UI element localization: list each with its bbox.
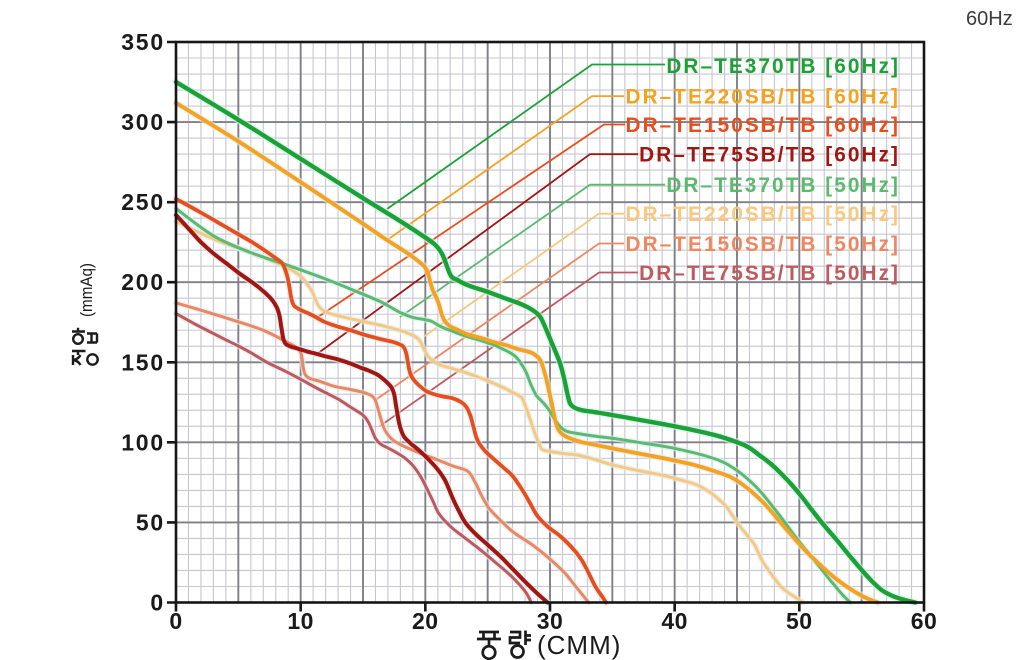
svg-text:60: 60 xyxy=(911,608,938,634)
svg-text:DR–TE220SB/TB [60Hz]: DR–TE220SB/TB [60Hz] xyxy=(626,86,900,109)
svg-text:250: 250 xyxy=(121,189,165,215)
svg-text:(CMM): (CMM) xyxy=(537,630,621,660)
svg-text:(mmAq): (mmAq) xyxy=(77,263,96,317)
svg-text:0: 0 xyxy=(169,608,182,634)
svg-text:300: 300 xyxy=(121,109,165,135)
svg-text:DR–TE370TB [50Hz]: DR–TE370TB [50Hz] xyxy=(666,174,900,197)
svg-text:DR–TE75SB/TB [60Hz]: DR–TE75SB/TB [60Hz] xyxy=(639,144,900,167)
svg-text:DR–TE150SB/TB [60Hz]: DR–TE150SB/TB [60Hz] xyxy=(626,114,900,137)
svg-text:200: 200 xyxy=(121,269,165,295)
svg-text:100: 100 xyxy=(121,429,165,455)
svg-text:DR–TE75SB/TB [50Hz]: DR–TE75SB/TB [50Hz] xyxy=(639,262,900,285)
svg-text:60Hz: 60Hz xyxy=(966,8,1013,30)
svg-text:DR–TE220SB/TB [50Hz]: DR–TE220SB/TB [50Hz] xyxy=(626,203,900,226)
svg-text:30: 30 xyxy=(537,608,564,634)
svg-text:20: 20 xyxy=(412,608,439,634)
svg-text:DR–TE150SB/TB [50Hz]: DR–TE150SB/TB [50Hz] xyxy=(626,233,900,256)
svg-text:0: 0 xyxy=(150,590,165,616)
svg-text:DR–TE370TB [60Hz]: DR–TE370TB [60Hz] xyxy=(666,55,900,78)
svg-text:40: 40 xyxy=(661,608,688,634)
svg-text:150: 150 xyxy=(121,349,165,375)
svg-text:10: 10 xyxy=(287,608,314,634)
svg-text:50: 50 xyxy=(136,509,165,535)
svg-text:350: 350 xyxy=(121,29,165,55)
svg-text:50: 50 xyxy=(786,608,813,634)
